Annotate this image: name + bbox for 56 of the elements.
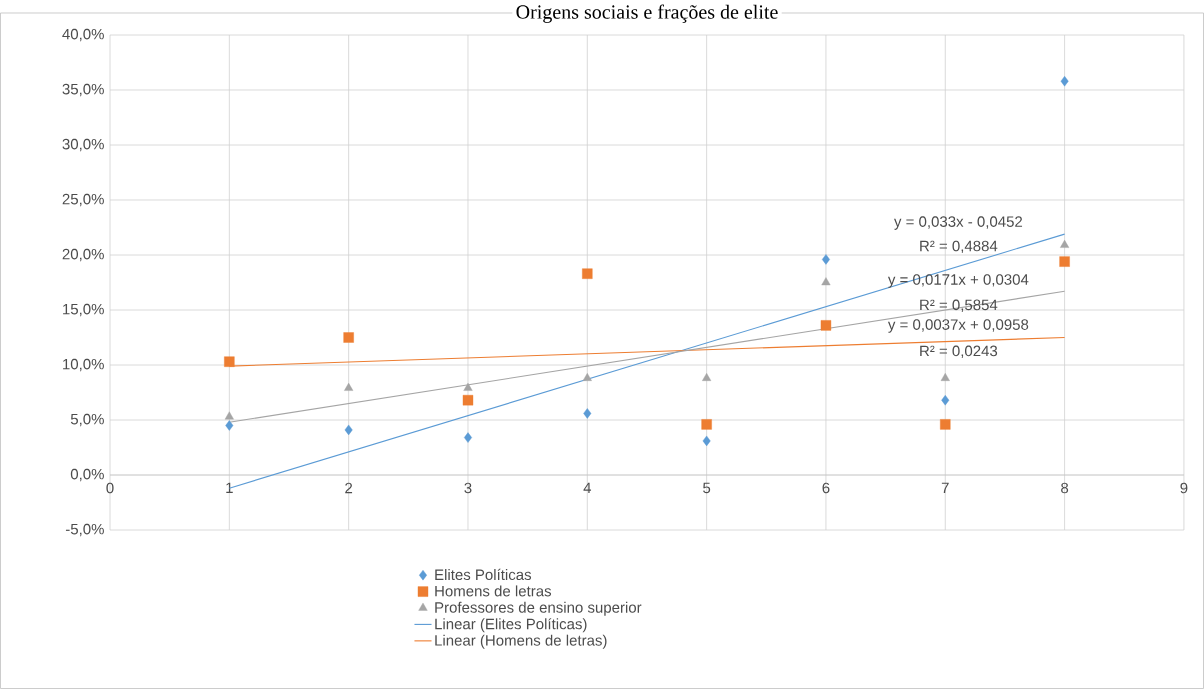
annotation: R² = 0,4884 [920,240,998,254]
legend-label: Linear (Homens de letras) [435,634,607,649]
x-tick-label: 2 [345,482,353,494]
x-tick-label: 9 [1180,482,1188,494]
y-tick-label: 15,0% [63,303,104,317]
y-tick-label: 0,0% [70,468,104,482]
legend-label: Linear (Elites Políticas) [435,618,587,633]
annotation: y = 0,033x - 0,0452 [894,216,1023,230]
x-tick-label: 6 [822,482,830,494]
point [1060,239,1070,248]
point [582,268,593,279]
x-tick-label: 1 [226,482,233,493]
point [822,254,830,265]
point [940,419,951,430]
y-tick-label: -5,0% [65,523,104,537]
y-tick-label: 10,0% [63,358,104,372]
point [344,424,353,436]
y-tick-label: 30,0% [62,138,104,152]
annotation: R² = 0,0243 [920,345,998,358]
y-tick-label: 5,0% [70,413,104,427]
x-tick-label: 3 [464,482,472,494]
point [702,435,711,447]
point [941,395,950,406]
point [1059,256,1070,267]
point [463,382,473,391]
point [701,419,712,430]
y-tick-label: 40,0% [62,28,104,42]
point [582,373,592,381]
legend-label: Elites Políticas [435,568,532,581]
point [821,277,831,286]
annotation: y = 0,0171x + 0,0304 [887,274,1029,288]
annotation: y = 0,0037x + 0,0958 [887,319,1029,333]
point [343,332,354,343]
point [225,420,234,431]
legend-label: Professores de ensino superior [435,601,642,616]
y-tick-label: 35,0% [62,83,104,97]
y-tick-label: 25,0% [62,193,104,207]
x-tick-label: 4 [583,482,592,493]
point [940,373,950,381]
x-tick-label: 8 [1061,482,1069,494]
point [702,373,712,381]
point [464,432,472,443]
y-tick-label: 20,0% [62,248,104,262]
legend-label: Homens de letras [435,585,552,597]
x-tick-label: 0 [106,482,114,494]
point [1060,76,1069,87]
point [583,408,592,419]
point [224,411,234,420]
point [344,382,354,391]
x-tick-label: 7 [941,482,949,493]
x-tick-label: 5 [703,482,711,494]
chart-title: Origens sociais e frações de elite [516,4,778,23]
point [820,320,832,331]
annotation: R² = 0,5854 [920,299,998,312]
point [462,395,474,406]
point [224,356,235,367]
